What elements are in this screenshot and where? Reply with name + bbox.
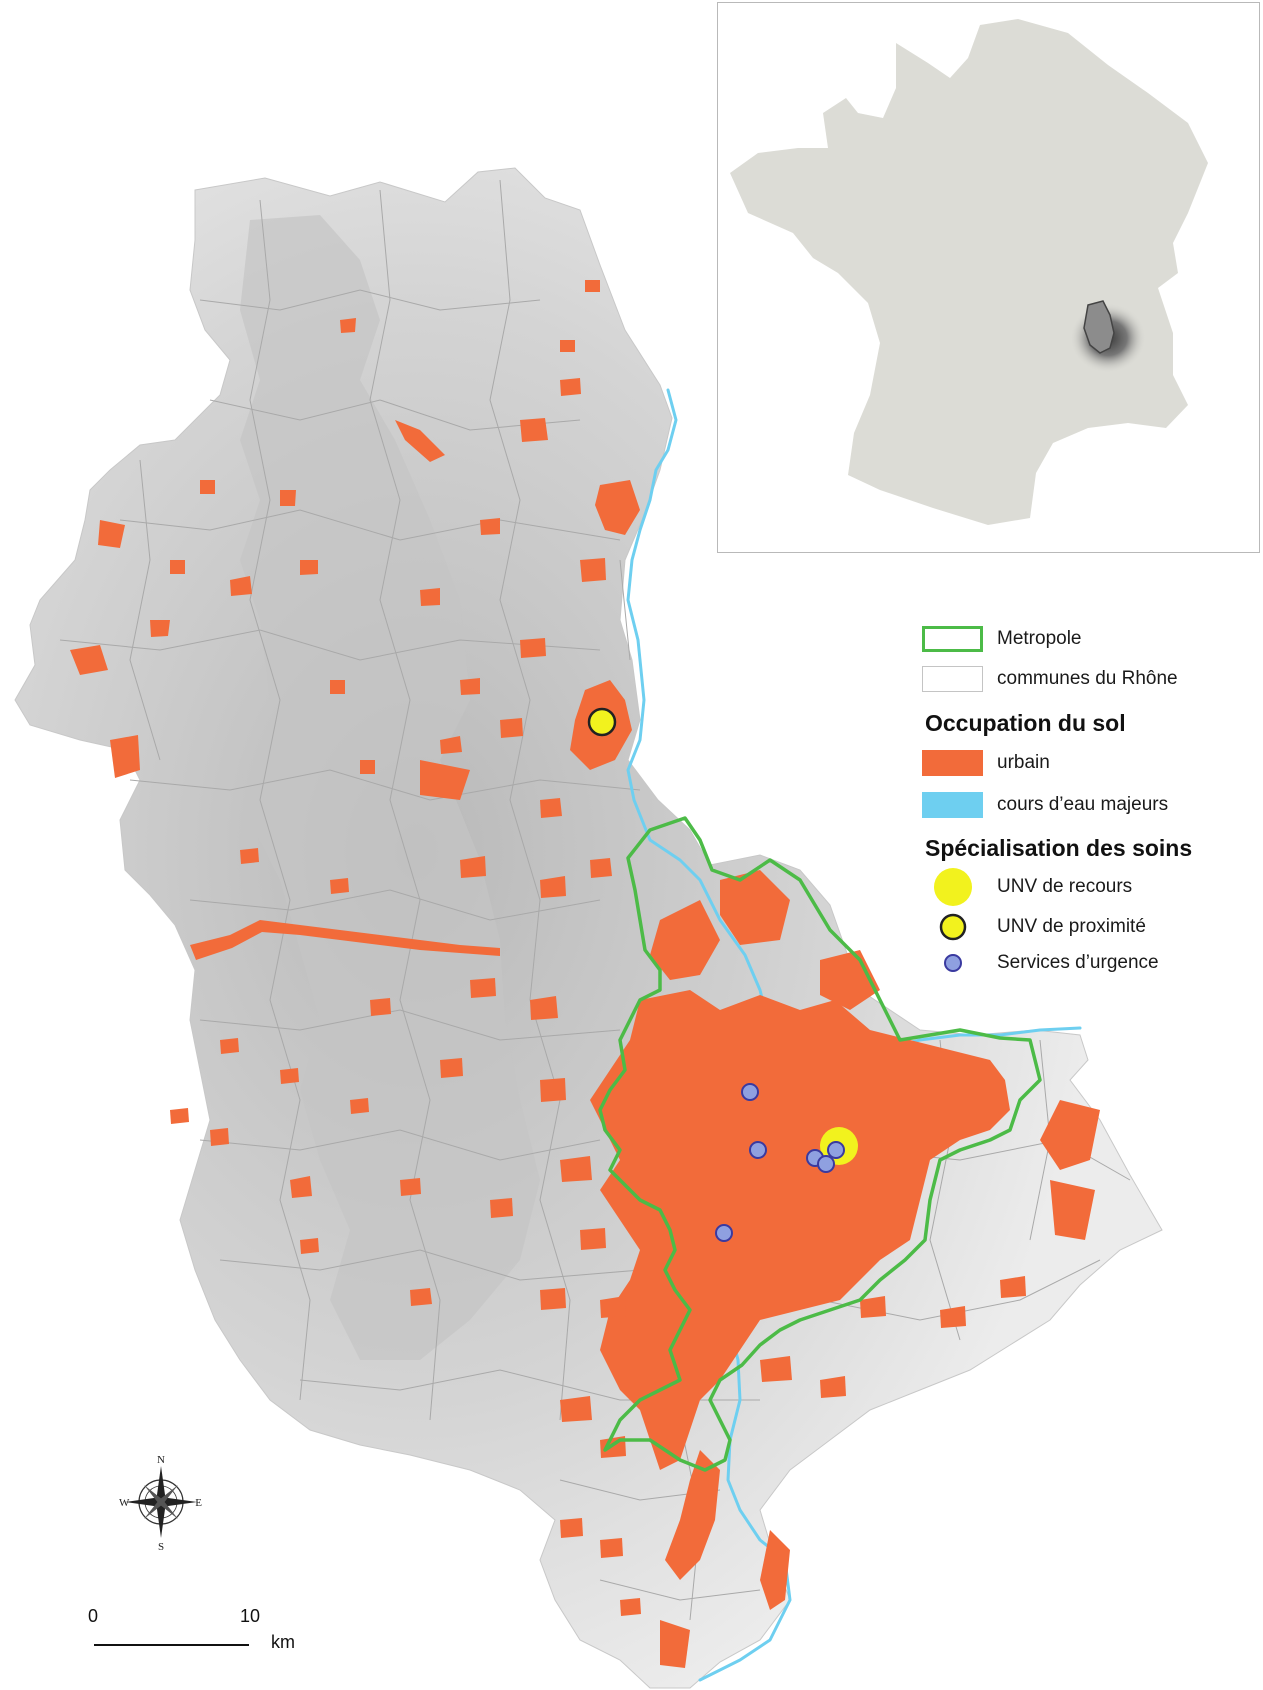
legend-label-urgences: Services d’urgence	[997, 952, 1159, 973]
compass-icon: N S E W	[119, 1454, 202, 1553]
scale-unit-label: km	[271, 1632, 295, 1652]
urgence-marker	[827, 1141, 845, 1159]
compass-rose: N S E W	[118, 1452, 204, 1553]
compass-w: W	[119, 1497, 130, 1509]
urgence-marker	[715, 1224, 733, 1242]
france-shape	[730, 19, 1208, 525]
unv-recours-symbol	[933, 868, 972, 906]
legend-row-unv-recours: UNV de recours	[922, 868, 1133, 906]
unv-proximite-marker	[587, 707, 617, 737]
cours-eau-swatch	[922, 792, 983, 818]
communes-swatch	[922, 666, 983, 692]
legend-row-metropole: Metropole	[922, 622, 1082, 656]
legend-row-communes: communes du Rhône	[922, 662, 1178, 696]
urban-areas	[70, 280, 1100, 1668]
inset-locator-map	[717, 2, 1260, 553]
scale-line	[94, 1644, 249, 1646]
scale-bar: 0 10 km	[86, 1606, 306, 1656]
compass-e: E	[195, 1497, 202, 1509]
urgences-symbol	[943, 954, 962, 972]
metropole-outline	[598, 816, 1042, 1472]
legend-row-urbain: urbain	[922, 746, 1050, 780]
urgence-marker	[817, 1155, 835, 1173]
urgence-marker	[741, 1083, 759, 1101]
unv-proximite-symbol	[939, 913, 966, 941]
compass-s: S	[158, 1541, 164, 1552]
legend-label-unv-proximite: UNV de proximité	[997, 916, 1146, 937]
legend-title-occupation: Occupation du sol	[925, 710, 1126, 736]
legend-label-unv-recours: UNV de recours	[997, 876, 1133, 897]
metropole-swatch	[922, 626, 983, 652]
scale-start-label: 0	[88, 1606, 99, 1626]
legend-row-cours-eau: cours d’eau majeurs	[922, 788, 1168, 822]
legend-label-communes: communes du Rhône	[997, 668, 1178, 689]
care-facilities	[587, 707, 858, 1242]
legend-label-cours-eau: cours d’eau majeurs	[997, 794, 1169, 815]
france-map	[730, 19, 1208, 525]
urbain-swatch	[922, 750, 983, 776]
compass-n: N	[157, 1454, 165, 1466]
scale-end-label: 10	[240, 1606, 261, 1626]
legend-row-urgences: Services d’urgence	[922, 946, 1159, 980]
urgence-marker	[749, 1141, 767, 1159]
legend-title-specialisation: Spécialisation des soins	[925, 835, 1193, 861]
legend-row-unv-proximite: UNV de proximité	[922, 910, 1146, 944]
rhone-locator	[1083, 300, 1115, 354]
legend-label-urbain: urbain	[997, 752, 1050, 773]
legend-label-metropole: Metropole	[997, 628, 1082, 649]
